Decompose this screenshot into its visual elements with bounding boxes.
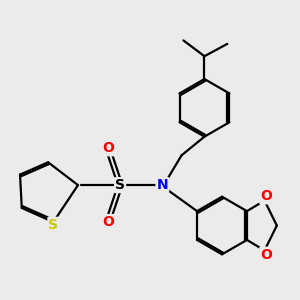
Text: S: S — [115, 178, 125, 192]
Text: O: O — [260, 189, 272, 203]
Text: O: O — [102, 215, 114, 229]
Text: S: S — [48, 218, 59, 232]
Text: O: O — [102, 141, 114, 155]
Text: O: O — [260, 248, 272, 262]
Text: N: N — [157, 178, 168, 192]
